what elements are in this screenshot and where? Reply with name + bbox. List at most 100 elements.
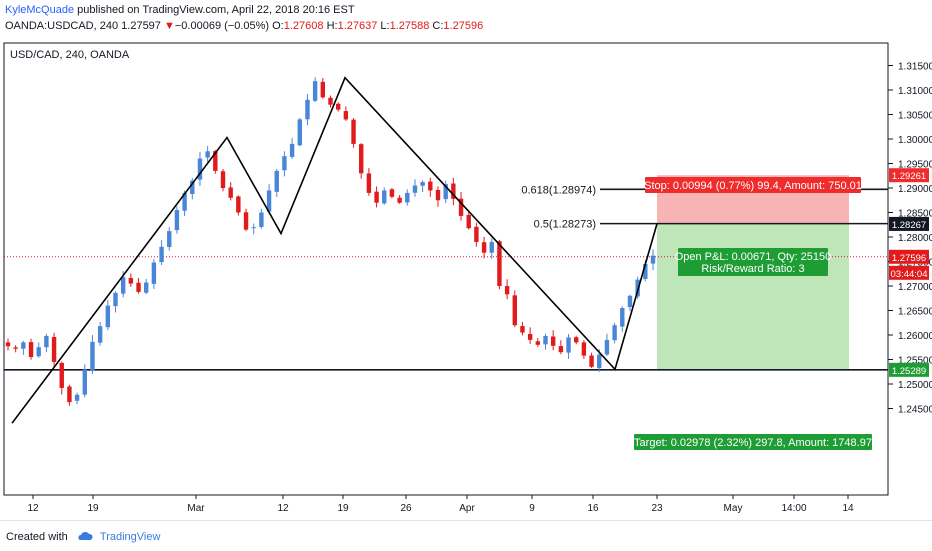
y-axis-tick-label: 1.24500 [898, 405, 932, 416]
publication-line: KyleMcQuade published on TradingView.com… [5, 4, 355, 16]
quote-line: OANDA:USDCAD, 240 1.27597 ▼−0.00069 (−0.… [5, 20, 483, 32]
price-axis-label: 03:44:04 [889, 265, 929, 280]
candle-body [543, 335, 548, 345]
svg-text:03:44:04: 03:44:04 [891, 269, 928, 280]
x-axis-tick-label: 12 [277, 503, 289, 514]
candle-body [274, 170, 279, 192]
price-axis-label: 1.25289 [889, 362, 929, 377]
candle-body [113, 292, 118, 307]
profit-target-zone [657, 223, 849, 370]
candle-body [174, 210, 180, 231]
candle-body [335, 103, 341, 110]
candle-body [351, 119, 356, 144]
candle-body [504, 286, 510, 295]
candle-body [574, 337, 579, 343]
svg-text:Target: 0.02978 (2.32%) 297.8,: Target: 0.02978 (2.32%) 297.8, Amount: 1… [634, 437, 872, 449]
y-axis-tick-label: 1.26500 [898, 307, 932, 318]
open-pnl-label: Open P&L: 0.00671, Qty: 25150Risk/Reward… [675, 248, 831, 276]
created-with-text: Created with [6, 531, 68, 543]
candle-body [289, 143, 295, 157]
tradingview-brand[interactable]: TradingView [99, 531, 161, 543]
candle-body [343, 111, 349, 120]
candle-body [36, 347, 41, 357]
svg-text:1.28267: 1.28267 [892, 220, 926, 231]
candle-body [366, 173, 372, 193]
candle-body [5, 342, 11, 347]
low-value: 1.27588 [389, 20, 430, 32]
candle-body [627, 295, 633, 308]
author-link[interactable]: KyleMcQuade [5, 4, 75, 16]
candle-body [535, 341, 541, 345]
candle-body [604, 339, 610, 355]
candle-body [581, 342, 587, 356]
change-down-icon: ▼ [163, 20, 175, 32]
price-axis-label: 1.27596 [889, 249, 929, 264]
x-axis-tick-label: 19 [337, 503, 349, 514]
candle-body [405, 192, 410, 203]
candle-body [159, 246, 164, 263]
candle-body [312, 81, 318, 101]
high-label: H: [326, 20, 338, 32]
candle-body [328, 97, 333, 105]
candle-body [97, 326, 103, 343]
candle-body [466, 214, 471, 229]
candle-body [382, 190, 387, 204]
fib-level-label: 0.618(1.28974) [521, 184, 596, 196]
candle-body [527, 333, 533, 340]
change-value: −0.00069 (−0.05%) [174, 20, 270, 32]
x-axis-tick-label: 14:00 [781, 503, 806, 514]
candle-body [481, 242, 487, 253]
candle-body [67, 386, 72, 403]
candle-body [550, 336, 556, 346]
candle-body [458, 198, 464, 216]
candle-body [374, 191, 379, 203]
stop-loss-label: Stop: 0.00994 (0.77%) 99.4, Amount: 750.… [644, 177, 862, 193]
candle-body [28, 342, 34, 358]
candle-body [236, 196, 241, 213]
candle-body [228, 187, 233, 198]
y-axis-tick-label: 1.29000 [898, 184, 932, 195]
price-chart[interactable]: USD/CAD, 240, OANDA 0.618(1.28974) 0.5(1.… [0, 38, 932, 520]
candle-body [612, 325, 617, 341]
candle-body [51, 336, 57, 362]
candle-body [435, 189, 441, 201]
candle-body [128, 277, 134, 284]
last-price: 1.27597 [121, 20, 161, 32]
y-axis-tick-label: 1.25000 [898, 380, 932, 391]
x-axis-tick-label: 16 [587, 503, 599, 514]
candle-body [474, 226, 479, 242]
candle-body [420, 182, 425, 186]
candle-body [389, 189, 395, 197]
candle-body [220, 171, 226, 188]
fib-level-label: 0.5(1.28273) [534, 219, 596, 231]
candle-body [13, 347, 18, 349]
candle-body [21, 342, 26, 349]
symbol-label: OANDA:USDCAD, 240 [5, 20, 119, 32]
chart-header: KyleMcQuade published on TradingView.com… [0, 0, 932, 38]
x-axis-tick-label: 12 [27, 503, 39, 514]
y-axis-tick-label: 1.25500 [898, 356, 932, 367]
candle-body [597, 354, 602, 369]
candle-body [120, 277, 126, 294]
candle-body [489, 241, 494, 253]
candle-body [74, 394, 80, 401]
swing-trendline[interactable] [11, 76, 658, 424]
x-axis-tick-label: May [724, 503, 743, 514]
candle-body [428, 181, 433, 191]
price-axis-label: 1.28267 [889, 216, 929, 231]
candle-body [151, 262, 157, 284]
x-axis-tick-label: 14 [842, 503, 854, 514]
price-axis-label: 1.29261 [889, 168, 929, 183]
candle-body [412, 185, 418, 193]
candle-body [620, 308, 625, 327]
svg-text:1.25289: 1.25289 [892, 366, 926, 377]
y-axis-tick-label: 1.26000 [898, 331, 932, 342]
candle-body [451, 183, 456, 199]
x-axis-tick-label: Mar [187, 503, 205, 514]
y-axis-tick-label: 1.30000 [898, 135, 932, 146]
footer-bar: Created with TradingView [0, 520, 932, 551]
tradingview-cloud-icon [78, 531, 93, 540]
candle-body [90, 341, 95, 371]
candle-body [59, 362, 64, 388]
candle-body [589, 355, 594, 367]
